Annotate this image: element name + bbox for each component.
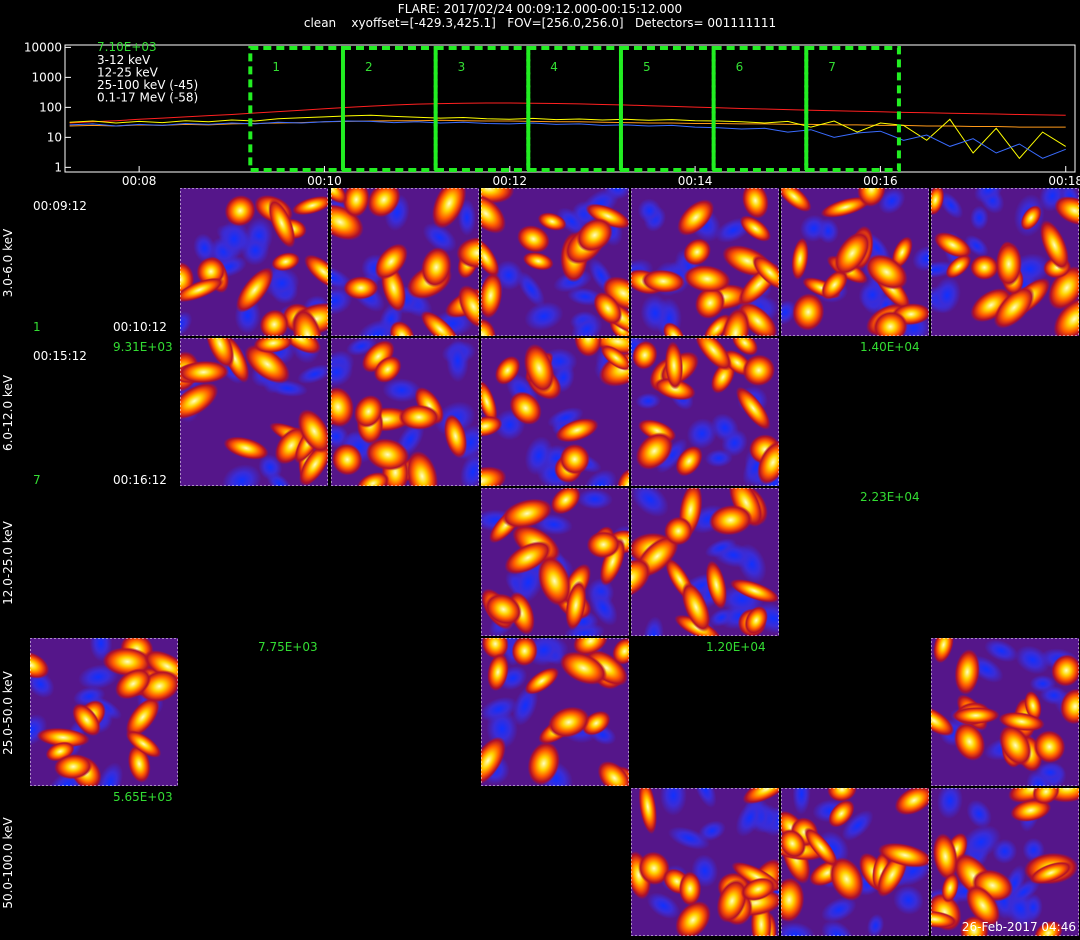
image-tile [631,188,779,336]
tile-border [481,488,629,636]
light-curve: 1 10 100 1000 10000 00:08 00:10 00:12 00:14 00:16… [24,40,1080,188]
image-tile [631,488,779,636]
image-tile [331,188,479,336]
interval-box [618,46,716,172]
time-end: 00:10:12 [113,320,167,334]
image-tile [781,188,929,336]
title: FLARE: 2017/02/24 00:09:12.000-00:15:12.… [398,2,682,16]
image-tile [481,638,629,786]
time-start: 00:09:12 [33,199,87,213]
image-tile [180,188,328,336]
image-tile [781,788,929,936]
timestamp: 26-Feb-2017 04:46 [962,920,1076,934]
tile-border [781,788,929,936]
tile-border [781,188,929,336]
energy-label: 6.0-12.0 keV [1,374,15,451]
x-tick-label: 00:12 [492,174,527,188]
image-tile [931,188,1079,336]
interval-label: 4 [550,60,558,74]
image-tile [631,788,779,936]
x-tick-label: 00:14 [678,174,713,188]
interval-label: 2 [365,60,373,74]
peak-label: 1.40E+04 [860,340,920,354]
x-tick-label: 00:16 [863,174,898,188]
legend-entry: 0.1-17 MeV (-58) [97,91,198,105]
interval-box [804,46,901,172]
x-tick-label: 00:10 [307,174,342,188]
tile-border [631,338,779,486]
image-tile [481,488,629,636]
peak-label: 5.65E+03 [113,790,173,804]
legend-entry: 12-25 keV [97,66,159,80]
image-tile [481,188,629,336]
peak-label: 1.20E+04 [706,640,766,654]
interval-label: 1 [272,60,280,74]
tile-border [931,638,1079,786]
legend-entry: 25-100 keV (-45) [97,78,198,92]
interval-label: 5 [643,60,651,74]
legend-entry: 3-12 keV [97,53,151,67]
energy-label: 3.0-6.0 keV [1,228,15,297]
tile-border [481,338,629,486]
legend-title: 7.10E+03 [97,40,157,54]
tile-border [481,638,629,786]
tile-border [631,188,779,336]
tile-border [180,338,328,486]
energy-label: 25.0-50.0 keV [1,670,15,754]
peak-label: 2.23E+04 [860,490,920,504]
y-tick-label: 10 [47,130,62,144]
tile-border [481,188,629,336]
x-tick-label: 00:18 [1048,174,1080,188]
interval-box [711,46,809,172]
interval-box [526,46,623,172]
interval-box [340,46,438,172]
series-line [69,102,1066,124]
tile-border [631,488,779,636]
plot-frame [64,44,1076,173]
energy-label: 50.0-100.0 keV [1,817,15,909]
y-tick-label: 1 [54,160,62,174]
image-tile [931,638,1079,786]
interval-box [433,46,531,172]
interval-label: 7 [828,60,836,74]
image-tile [481,338,629,486]
tile-border [180,188,328,336]
time-index: 7 [33,473,41,487]
tile-border [931,788,1079,936]
subtitle: clean xyoffset=[-429.3,425.1] FOV=[256.0… [304,16,776,30]
tile-border [331,188,479,336]
image-tile [30,638,178,786]
time-start: 00:15:12 [33,349,87,363]
plot-area [69,102,1066,160]
y-tick-label: 1000 [31,70,62,84]
tile-border [631,788,779,936]
image-tile [631,338,779,486]
interval-label: 6 [736,60,744,74]
y-tick-label: 10000 [24,40,62,54]
interval-box [248,46,345,172]
tile-border [30,638,178,786]
time-index: 1 [33,320,41,334]
peak-label: 7.75E+03 [258,640,318,654]
x-tick-label: 00:08 [122,174,157,188]
image-tile [180,338,328,486]
image-tile [331,338,479,486]
peak-label: 9.31E+03 [113,340,173,354]
energy-label: 12.0-25.0 keV [1,520,15,604]
series-line [69,120,1066,159]
y-tick-label: 100 [39,100,62,114]
image-grid [30,188,1079,936]
tile-border [331,338,479,486]
time-end: 00:16:12 [113,473,167,487]
tile-border [931,188,1079,336]
image-tile [931,788,1079,936]
interval-label: 3 [458,60,466,74]
